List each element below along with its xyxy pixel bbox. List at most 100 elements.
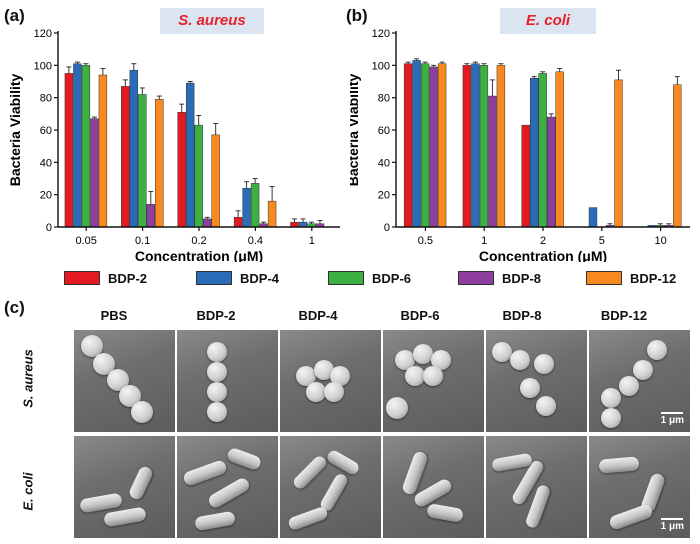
- bar: [538, 73, 547, 228]
- panel-c-letter: (c): [4, 298, 25, 317]
- sem-image-s-aureus: [486, 330, 587, 432]
- rod-cell: [194, 510, 236, 532]
- bar: [121, 86, 130, 228]
- y-tick-label: 80: [378, 93, 390, 105]
- y-axis-label: Bacteria Viability: [350, 74, 361, 187]
- legend-label: BDP-6: [372, 270, 412, 286]
- rod-cell: [598, 456, 640, 474]
- coccus-cell: [296, 366, 316, 386]
- bar: [250, 183, 260, 228]
- bar: [547, 116, 556, 228]
- y-tick-label: 100: [372, 60, 390, 72]
- sem-image-s-aureus: [383, 330, 484, 432]
- sem-image-e-coli: 1 μm: [589, 436, 690, 538]
- coccus-cell: [131, 401, 153, 423]
- rod-cell: [181, 458, 229, 488]
- y-tick-label: 40: [378, 157, 390, 169]
- bar: [138, 94, 147, 228]
- y-axis-label: Bacteria Viability: [7, 74, 23, 187]
- sem-image-s-aureus: 1 μm: [589, 330, 690, 432]
- x-tick-label: 1: [481, 235, 487, 247]
- legend-item: BDP-2: [64, 268, 147, 288]
- coccus-cell: [395, 350, 415, 370]
- sem-image-s-aureus: [177, 330, 278, 432]
- bar: [403, 63, 413, 228]
- scale-bar-line: [661, 518, 684, 520]
- coccus-cell: [207, 402, 227, 422]
- coccus-cell: [413, 344, 433, 364]
- coccus-cell: [520, 378, 540, 398]
- rod-cell: [206, 475, 252, 511]
- bar: [471, 63, 480, 228]
- bar: [155, 99, 164, 228]
- coccus-cell: [536, 396, 556, 416]
- rod-cell: [103, 506, 147, 528]
- bar: [233, 217, 243, 228]
- bar: [614, 79, 623, 228]
- bar: [290, 221, 299, 228]
- bar: [177, 111, 186, 228]
- bar: [437, 63, 447, 228]
- x-tick-label: 0.1: [135, 235, 150, 247]
- bar: [462, 65, 472, 228]
- scale-bar: 1 μm: [661, 412, 684, 426]
- coccus-cell: [93, 353, 115, 375]
- coccus-cell: [207, 362, 227, 382]
- bar: [73, 63, 82, 228]
- x-axis-label: Concentration (μM): [479, 248, 607, 262]
- bar: [420, 63, 430, 228]
- sem-column-header: BDP-2: [196, 308, 236, 323]
- bar: [211, 134, 220, 228]
- rod-cell: [286, 505, 330, 532]
- coccus-cell: [207, 382, 227, 402]
- scale-bar-line: [661, 412, 684, 414]
- coccus-cell: [306, 382, 326, 402]
- coccus-cell: [534, 354, 554, 374]
- legend-item: BDP-4: [196, 268, 279, 288]
- coccus-cell: [431, 350, 451, 370]
- rod-cell: [291, 453, 329, 492]
- x-tick-label: 5: [599, 235, 605, 247]
- panel-b-title: E. coli: [500, 8, 596, 34]
- y-tick-label: 80: [40, 93, 52, 105]
- coccus-cell: [314, 360, 334, 380]
- bar: [429, 66, 438, 228]
- bar: [530, 78, 539, 228]
- y-tick-label: 100: [34, 60, 52, 72]
- chart-a: Bacteria Viability 0 20 40 60 80 100 120 0.05 0.1…: [7, 28, 340, 262]
- coccus-cell: [81, 335, 103, 357]
- coccus-cell: [386, 397, 408, 419]
- rod-cell: [127, 464, 155, 502]
- coccus-cell: [619, 376, 639, 396]
- rod-cell: [325, 448, 361, 477]
- sem-column-header: BDP-8: [502, 308, 542, 323]
- bar: [298, 221, 308, 228]
- bar: [194, 124, 203, 228]
- coccus-cell: [510, 350, 530, 370]
- x-tick-label: 2: [540, 235, 546, 247]
- sem-image-e-coli: [280, 436, 381, 538]
- scale-bar-label: 1 μm: [660, 415, 684, 426]
- x-axis-label: Concentration (μM): [135, 248, 263, 262]
- coccus-cell: [405, 366, 425, 386]
- bar: [81, 65, 91, 228]
- legend-item: BDP-6: [328, 268, 411, 288]
- legend-swatch: [64, 271, 100, 285]
- y-tick-label: 0: [46, 222, 52, 234]
- sem-column-header: BDP-4: [298, 308, 338, 323]
- y-tick-label: 60: [378, 125, 390, 137]
- scale-bar: 1 μm: [661, 518, 684, 532]
- bar: [488, 95, 497, 228]
- y-tick-label: 120: [34, 28, 52, 40]
- coccus-cell: [330, 366, 350, 386]
- x-tick-label: 0.4: [248, 235, 263, 247]
- bar: [98, 74, 108, 228]
- legend-swatch: [586, 271, 622, 285]
- rod-cell: [426, 502, 464, 524]
- y-tick-label: 20: [378, 190, 390, 202]
- sem-image-s-aureus: [74, 330, 175, 432]
- legend-label: BDP-2: [108, 270, 148, 286]
- panel-a-title: S. aureus: [160, 8, 264, 34]
- legend-label: BDP-8: [502, 270, 542, 286]
- sem-image-e-coli: [486, 436, 587, 538]
